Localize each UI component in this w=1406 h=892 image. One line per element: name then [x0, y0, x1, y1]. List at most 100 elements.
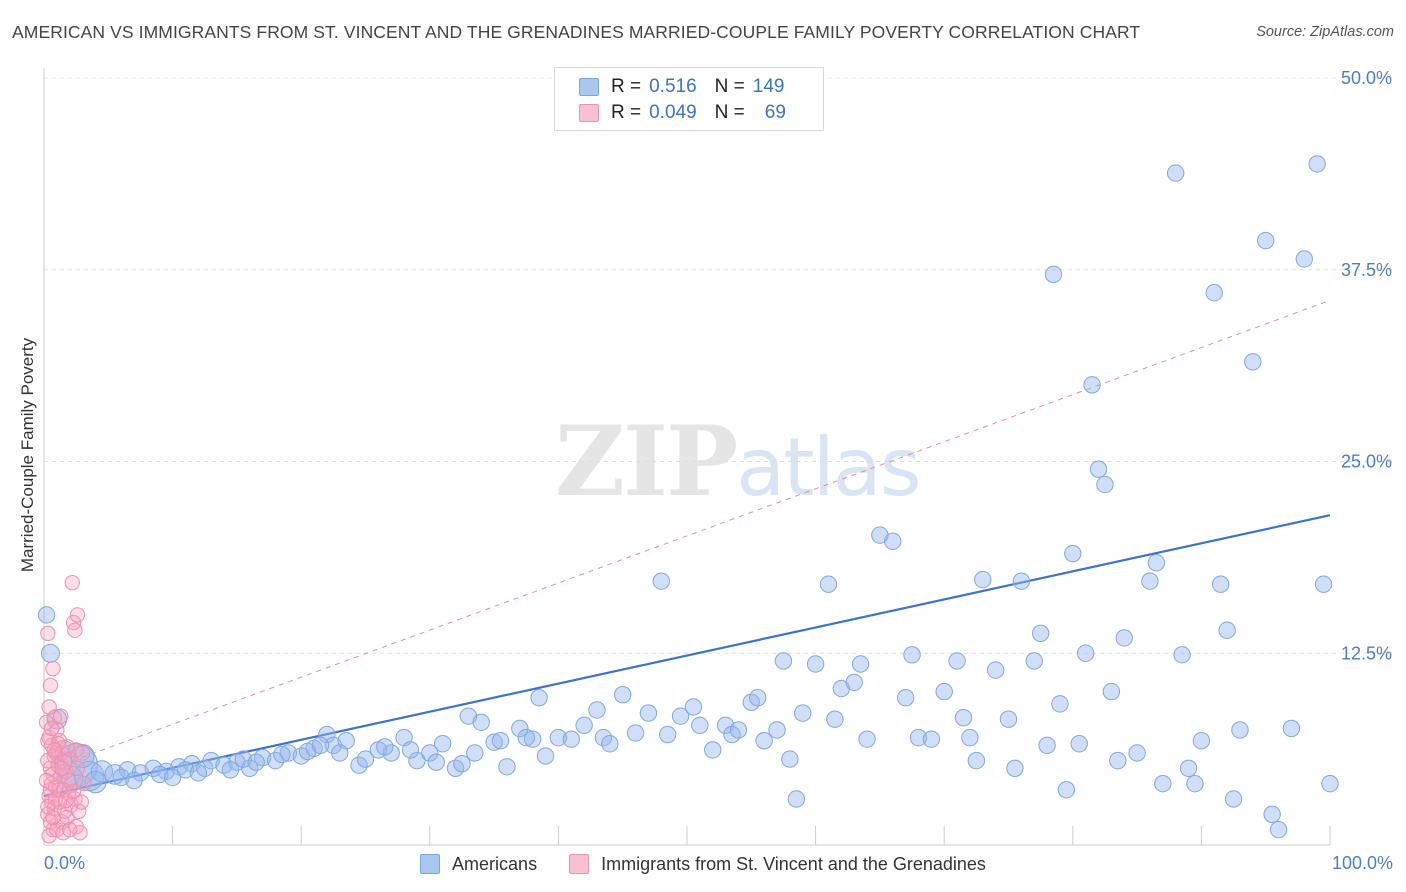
americans-point [298, 742, 317, 761]
americans-point [1321, 774, 1339, 793]
legend-item-americans[interactable]: Americans [420, 854, 537, 875]
y-tick-label: 50.0% [1341, 68, 1392, 88]
americans-point [909, 728, 928, 747]
legend-n-value: 149 [752, 76, 785, 97]
americans-point [1211, 575, 1230, 593]
americans-point [1244, 353, 1262, 371]
americans-point [948, 652, 966, 670]
immigrants-point [65, 783, 82, 800]
americans-point [903, 646, 921, 664]
americans-point [1044, 265, 1063, 284]
americans-point [1012, 572, 1031, 590]
legend-row-immigrants: R = 0.049 N = 69 [579, 101, 786, 125]
legend-item-immigrants[interactable]: Immigrants from St. Vincent and the Gren… [569, 854, 986, 875]
americans-point [588, 701, 606, 719]
americans-point [851, 655, 870, 673]
americans-point [511, 719, 529, 738]
americans-point [832, 679, 851, 698]
americans-point [1006, 759, 1024, 777]
americans-point [1089, 460, 1108, 478]
trend-lines [43, 299, 1331, 797]
americans-point [40, 643, 60, 663]
americans-point [774, 652, 793, 670]
immigrants-point [38, 714, 55, 730]
americans-point [575, 716, 593, 735]
tick-labels: 12.5% 25.0% 37.5% 50.0% 0.0% 100.0% [44, 68, 1393, 873]
legend-r-label: R = [611, 102, 642, 123]
americans-point [806, 655, 825, 673]
immigrants-point [64, 574, 80, 591]
watermark: ZIPatlas [555, 405, 922, 518]
americans-point [401, 741, 420, 759]
americans-point [1128, 744, 1146, 762]
americans-point [755, 731, 773, 750]
americans-point [491, 731, 510, 750]
americans-point [1115, 629, 1133, 647]
americans-point [1031, 624, 1050, 643]
americans-point [1263, 805, 1281, 824]
americans-point [1083, 376, 1101, 394]
americans-point [144, 759, 163, 777]
immigrants-point [42, 677, 59, 694]
legend-swatch-immigrants [569, 854, 590, 874]
americans-point [1192, 731, 1211, 750]
americans-point [356, 750, 375, 768]
americans-point [986, 661, 1005, 679]
americans-point [858, 730, 876, 748]
legend-n-label: N = [714, 76, 745, 97]
y-tick-label: 37.5% [1341, 260, 1392, 280]
immigrants-point [53, 708, 69, 724]
americans-point [1269, 820, 1288, 839]
americans-point [221, 761, 240, 779]
americans-point [1147, 554, 1166, 572]
americans-point [202, 751, 220, 770]
americans-point [781, 750, 799, 768]
watermark-atlas: atlas [736, 421, 921, 514]
americans-point [954, 708, 973, 727]
immigrants-point [67, 622, 83, 638]
americans-point [1102, 682, 1121, 701]
immigrants-point [69, 760, 86, 776]
americans-point [234, 750, 253, 768]
americans-point [1109, 751, 1127, 770]
americans-point [523, 730, 542, 748]
immigrants-point [76, 775, 92, 792]
immigrants-point [59, 739, 75, 755]
x-tick-label: 0.0% [44, 853, 85, 873]
americans-point [601, 735, 619, 753]
americans-point [659, 725, 677, 744]
americans-point [151, 765, 169, 784]
americans-point [594, 728, 613, 747]
immigrants-point [44, 775, 60, 792]
americans-point [1096, 475, 1114, 494]
americans-point [311, 736, 330, 754]
americans-point [935, 682, 953, 701]
americans-point [163, 768, 182, 787]
americans-point [421, 744, 439, 762]
americans-point [1179, 759, 1198, 777]
americans-point [974, 570, 992, 589]
americans-point [459, 707, 478, 725]
legend-r-value: 0.516 [649, 76, 697, 97]
immigrants-point [62, 821, 78, 838]
americans-point [1295, 250, 1313, 268]
americans-point [112, 768, 130, 787]
americans-point [684, 698, 703, 716]
axes [43, 68, 1331, 846]
americans-point [90, 760, 114, 783]
americans-point [826, 710, 844, 728]
immigrants-trend-line [43, 299, 1331, 772]
legend-label-immigrants: Immigrants from St. Vincent and the Gren… [601, 853, 986, 874]
immigrants-point [41, 699, 57, 715]
americans-point [884, 532, 902, 550]
americans-point [472, 713, 490, 731]
americans-point [1224, 790, 1243, 808]
y-tick-label: 12.5% [1341, 643, 1392, 663]
legend-r-label: R = [611, 76, 642, 97]
americans-point [639, 704, 658, 722]
americans-point [273, 745, 291, 764]
legend-swatch-immigrants [579, 104, 599, 122]
americans-point [1141, 572, 1159, 590]
americans-point [1057, 781, 1076, 799]
